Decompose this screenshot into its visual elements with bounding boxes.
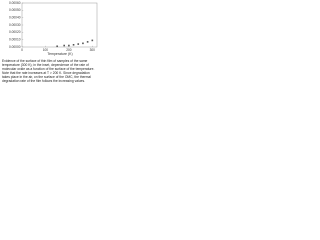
x-tick-label: 200 (66, 48, 72, 52)
y-tick-label: 0.00010 (9, 38, 21, 42)
plot-frame (21, 2, 98, 48)
y-tick-label: 0.00060 (9, 1, 21, 5)
point (82, 42, 84, 45)
x-tick-label: 100 (43, 48, 49, 52)
x-tick-label: 0 (21, 48, 23, 52)
page: {"chart_data": {"type": "scatter", "x_la… (0, 0, 100, 88)
point (63, 44, 65, 47)
point (56, 45, 58, 48)
point (77, 43, 80, 45)
point (72, 44, 75, 46)
point (91, 39, 94, 42)
y-tick-label: 0.00000 (9, 45, 21, 49)
y-tick-label: 0.00040 (9, 16, 21, 20)
x-tick-label: 300 (90, 48, 96, 52)
y-tick-label: 0.00030 (9, 23, 21, 27)
chart: Temperature (K) 0.00000 0.00010 0.00020 0.0… (9, 1, 98, 56)
point (86, 41, 89, 43)
x-axis-label: Temperature (K) (47, 52, 72, 56)
point (68, 44, 70, 47)
y-tick-label: 0.00050 (9, 8, 21, 12)
y-tick-label: 0.00020 (9, 30, 21, 34)
caption: Evidence of the surface of thin film of … (2, 59, 95, 84)
